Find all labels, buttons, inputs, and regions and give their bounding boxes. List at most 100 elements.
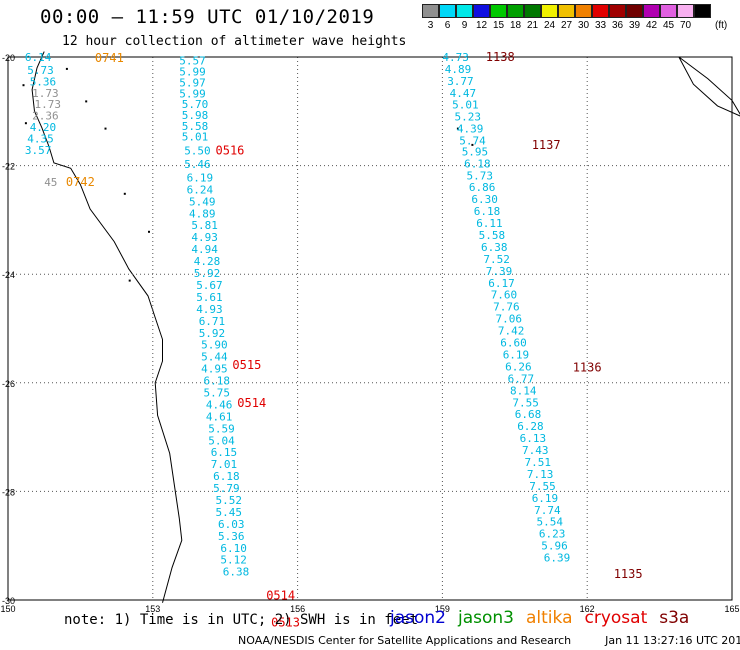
map-subtitle: 12 hour collection of altimeter wave hei… — [62, 34, 407, 49]
scale-swatch — [625, 4, 643, 18]
pass-time-label: 1137 — [532, 138, 561, 152]
wave-height-value: 3.77 — [447, 75, 474, 88]
wave-height-value: 4.94 — [191, 243, 218, 256]
wave-height-value: 7.43 — [522, 444, 549, 457]
wave-height-value: 5.99 — [179, 66, 206, 79]
scale-label: 45 — [662, 20, 675, 31]
wave-height-value: 6.15 — [211, 446, 238, 459]
islet-marker — [148, 230, 150, 233]
wave-height-value: 6.18 — [213, 470, 240, 483]
pass-time-label: 1138 — [486, 50, 515, 64]
wave-height-value: 5.96 — [541, 540, 568, 553]
wave-height-value: 5.90 — [201, 339, 228, 352]
longitude-tick-label: 162 — [580, 604, 595, 614]
scale-swatch — [608, 4, 626, 18]
scale-bin: 24 — [540, 4, 558, 31]
wave-height-value: 7.01 — [211, 458, 238, 471]
coastline — [22, 51, 740, 603]
islet-marker — [123, 192, 126, 195]
wave-height-value: 5.46 — [184, 158, 211, 171]
generated-timestamp: Jan 11 13:27:16 UTC 2019 — [605, 634, 740, 647]
wave-height-value: 4.95 — [201, 363, 228, 376]
wave-height-value: 6.71 — [199, 315, 226, 328]
scale-swatch — [438, 4, 456, 18]
wave-height-value: 7.39 — [486, 265, 513, 278]
wave-height-value: 4.89 — [189, 207, 216, 220]
footer-note: note: 1) Time is in UTC; 2) SWH is in fe… — [64, 612, 419, 628]
wave-height-value: 7.55 — [512, 396, 539, 409]
wave-height-value: 7.42 — [498, 325, 525, 338]
latitude-tick-label: -30 — [2, 596, 15, 606]
map-title: 00:00 – 11:59 UTC 01/10/2019 — [40, 6, 375, 28]
scale-swatch — [659, 4, 677, 18]
wave-height-value: 5.36 — [218, 530, 245, 543]
wave-height-value: 7.13 — [527, 468, 554, 481]
wave-height-value: 7.55 — [529, 480, 556, 493]
latitude-tick-label: -22 — [2, 162, 15, 172]
wave-height-value: 5.95 — [462, 145, 489, 158]
wave-height-value: 5.36 — [30, 75, 57, 88]
wave-height-value: 5.92 — [199, 327, 226, 340]
scale-label: 12 — [475, 20, 488, 31]
islet-marker — [85, 100, 88, 103]
wave-height-value: 6.18 — [464, 157, 491, 170]
islet-marker — [65, 67, 68, 70]
scale-label: 39 — [628, 20, 641, 31]
wave-height-value: 4.46 — [206, 398, 233, 411]
scale-label: 30 — [577, 20, 590, 31]
wave-height-value: 5.49 — [189, 195, 216, 208]
wave-height-value: 4.93 — [196, 303, 223, 316]
wave-height-value: 5.12 — [220, 554, 247, 567]
longitude-tick-label: 150 — [0, 604, 15, 614]
wave-height-value: 5.97 — [179, 76, 206, 89]
scale-bin: 6 — [438, 4, 456, 31]
pass-time-label: 0515 — [232, 358, 261, 372]
wave-height-value: 5.79 — [213, 482, 240, 495]
scale-swatch — [489, 4, 507, 18]
wave-height-value: 5.54 — [537, 516, 564, 529]
scale-bin: 36 — [608, 4, 626, 31]
scale-bin: 27 — [557, 4, 575, 31]
wave-height-value: 6.24 — [187, 183, 214, 196]
islet-marker — [24, 122, 27, 125]
wave-height-value: 5.74 — [459, 135, 486, 148]
wave-height-value: 7.74 — [534, 504, 561, 517]
wave-height-value: 5.73 — [467, 169, 494, 182]
wave-height-value: 1.73 — [32, 87, 59, 100]
scale-bin: 9 — [455, 4, 473, 31]
wave-height-value: 6.30 — [471, 193, 498, 206]
wave-height-value: 4.73 — [442, 51, 469, 64]
wave-height-value: 7.60 — [491, 289, 518, 302]
pass-time-label: 0514 — [266, 589, 295, 603]
track-cryosat: 5.575.995.975.995.705.985.585.015.505.46… — [179, 55, 300, 630]
wave-height-value: 5.50 — [184, 144, 211, 157]
scale-bin: 12 — [472, 4, 490, 31]
scale-bin: 42 — [642, 4, 660, 31]
australia-coastline — [31, 51, 183, 603]
wave-height-value: 5.57 — [179, 55, 206, 68]
scale-label: 70 — [679, 20, 692, 31]
satellite-legend: jason2 jason3 altika cryosat s3a — [390, 608, 701, 628]
wave-height-value: 5.45 — [216, 506, 243, 519]
wave-height-value: 5.99 — [179, 87, 206, 100]
wave-height-value: 5.67 — [196, 279, 223, 292]
wave-height-value: 5.81 — [191, 219, 218, 232]
wave-height-value: 5.75 — [204, 387, 231, 400]
satellite-legend-altika: altika — [526, 608, 573, 628]
wave-height-value: 8.14 — [510, 384, 537, 397]
wave-height-value: 5.59 — [208, 422, 235, 435]
longitude-tick-label: 153 — [145, 604, 160, 614]
scale-swatch — [591, 4, 609, 18]
scale-bin: 3 — [421, 4, 439, 31]
wave-height-value: 6.60 — [500, 337, 527, 350]
pass-time-label: 0741 — [95, 51, 124, 65]
wave-height-value: 6.86 — [469, 181, 496, 194]
scale-label: 36 — [611, 20, 624, 31]
pass-time-label: 0516 — [216, 143, 245, 157]
scale-label: 3 — [427, 20, 434, 31]
scale-unit-label: (ft) — [715, 20, 728, 31]
credit-line: NOAA/NESDIS Center for Satellite Applica… — [238, 634, 740, 647]
scale-bin: 39 — [625, 4, 643, 31]
wave-height-value: 5.73 — [27, 64, 54, 77]
